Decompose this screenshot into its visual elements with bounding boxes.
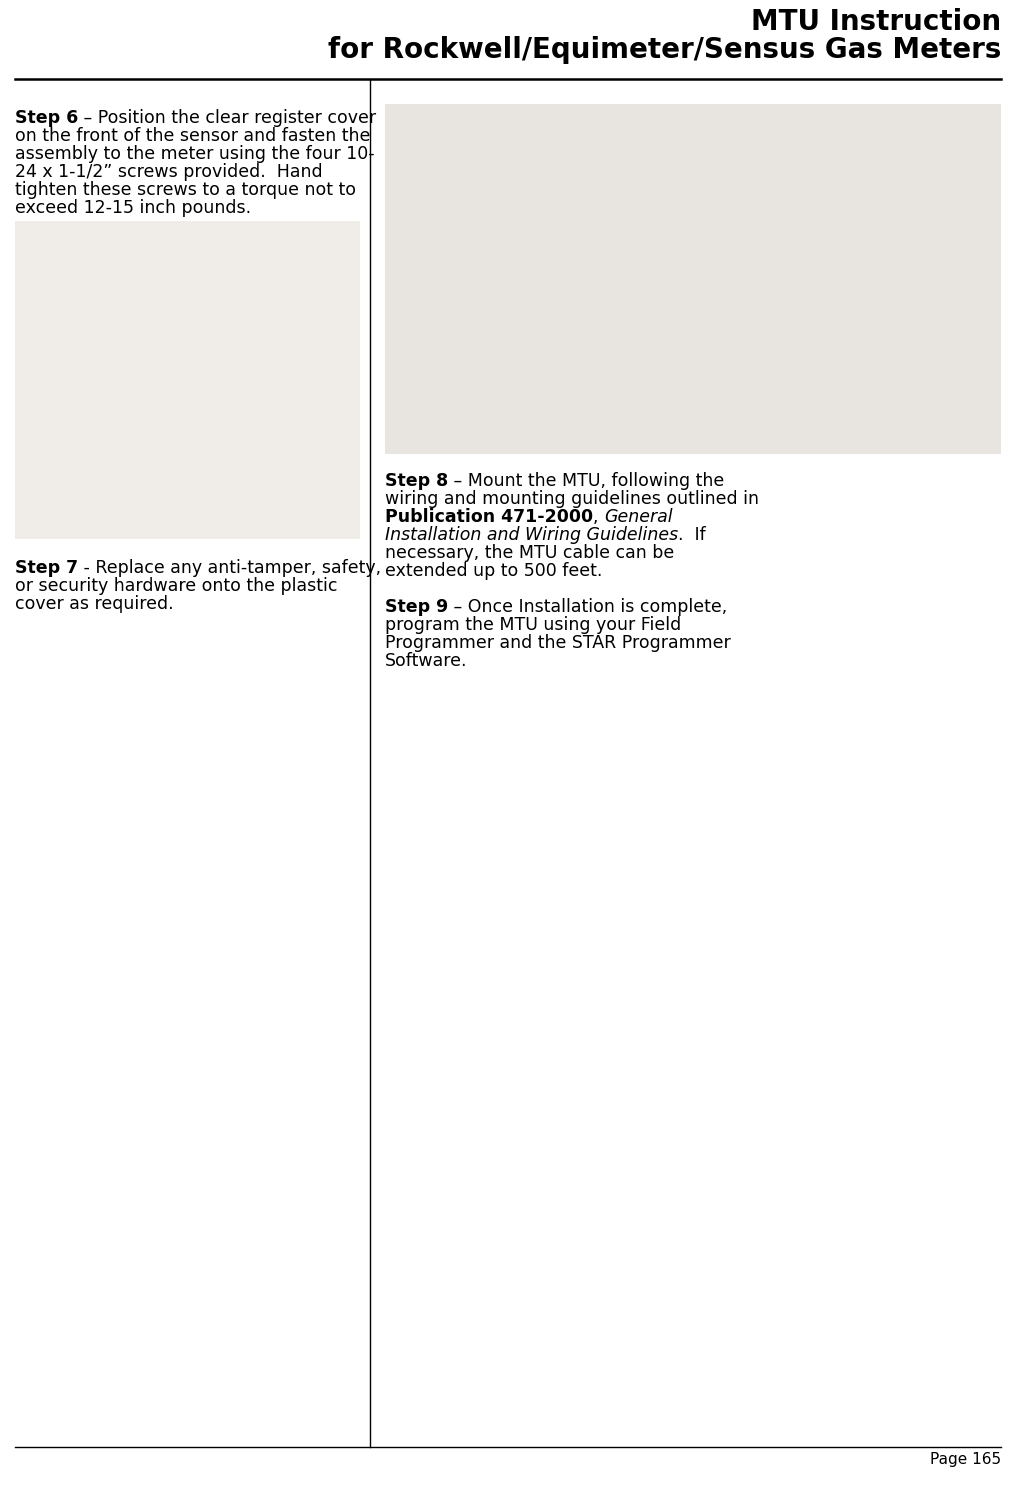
Text: Publication 471-2000: Publication 471-2000: [385, 508, 593, 526]
Bar: [15, 220, 360, 540]
Text: Installation and Wiring Guidelines: Installation and Wiring Guidelines: [385, 526, 678, 544]
Text: for Rockwell/Equimeter/Sensus Gas Meters: for Rockwell/Equimeter/Sensus Gas Meters: [328, 36, 1001, 64]
Text: ,: ,: [593, 508, 605, 526]
Text: cover as required.: cover as required.: [15, 595, 174, 613]
Text: on the front of the sensor and fasten the: on the front of the sensor and fasten th…: [15, 127, 370, 145]
Text: necessary, the MTU cable can be: necessary, the MTU cable can be: [385, 544, 674, 562]
Text: program the MTU using your Field: program the MTU using your Field: [385, 616, 681, 634]
Text: wiring and mounting guidelines outlined in: wiring and mounting guidelines outlined …: [385, 490, 759, 508]
Text: Programmer and the STAR Programmer: Programmer and the STAR Programmer: [385, 634, 731, 652]
Text: or security hardware onto the plastic: or security hardware onto the plastic: [15, 577, 338, 595]
Text: Step 9: Step 9: [385, 598, 448, 616]
Text: extended up to 500 feet.: extended up to 500 feet.: [385, 562, 603, 580]
Text: Step 8: Step 8: [385, 472, 448, 490]
Text: – Mount the MTU, following the: – Mount the MTU, following the: [448, 472, 725, 490]
Bar: [385, 103, 1001, 454]
Text: Software.: Software.: [385, 652, 467, 670]
Text: 24 x 1-1/2” screws provided.  Hand: 24 x 1-1/2” screws provided. Hand: [15, 163, 323, 181]
Text: exceed 12-15 inch pounds.: exceed 12-15 inch pounds.: [15, 199, 251, 217]
Text: assembly to the meter using the four 10-: assembly to the meter using the four 10-: [15, 145, 375, 163]
Text: – Position the clear register cover: – Position the clear register cover: [78, 109, 376, 127]
Text: General: General: [605, 508, 672, 526]
Text: - Replace any anti-tamper, safety,: - Replace any anti-tamper, safety,: [78, 559, 381, 577]
Text: – Once Installation is complete,: – Once Installation is complete,: [448, 598, 728, 616]
Text: MTU Instruction: MTU Instruction: [751, 7, 1001, 36]
Text: Page 165: Page 165: [930, 1453, 1001, 1468]
Text: tighten these screws to a torque not to: tighten these screws to a torque not to: [15, 181, 356, 199]
Text: Step 7: Step 7: [15, 559, 78, 577]
Text: Step 6: Step 6: [15, 109, 78, 127]
Text: .  If: . If: [678, 526, 706, 544]
